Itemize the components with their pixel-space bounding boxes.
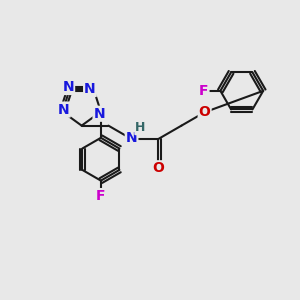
Text: O: O	[199, 105, 211, 119]
Text: N: N	[62, 80, 74, 94]
Text: N: N	[126, 130, 137, 145]
Text: N: N	[84, 82, 96, 96]
Text: N: N	[94, 107, 105, 121]
Text: F: F	[96, 189, 106, 203]
Text: N: N	[58, 103, 70, 117]
Text: O: O	[152, 161, 164, 175]
Text: H: H	[135, 121, 146, 134]
Text: F: F	[199, 84, 208, 98]
